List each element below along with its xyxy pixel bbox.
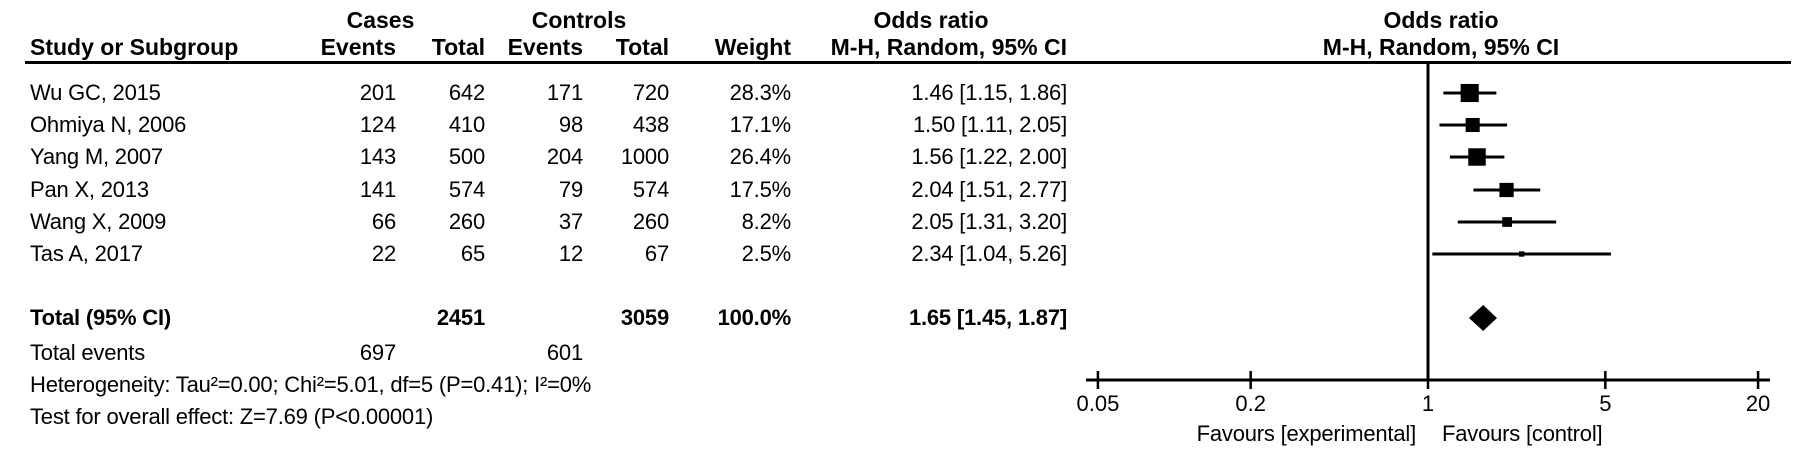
cases-events: 201	[359, 80, 396, 105]
weight: 28.3%	[729, 80, 792, 105]
study-name: Tas A, 2017	[30, 241, 143, 266]
cases-events: 22	[371, 241, 396, 266]
effect-square	[1518, 251, 1525, 257]
axis-tick-label: 1	[1421, 391, 1435, 416]
or-ci: 2.04 [1.51, 2.77]	[911, 177, 1067, 202]
total-cases-total: 2451	[436, 305, 485, 330]
col-header-or-ci: M-H, Random, 95% CI	[830, 34, 1067, 60]
controls-total: 1000	[620, 144, 669, 169]
controls-events: 12	[558, 241, 583, 266]
effect-square	[1468, 148, 1486, 166]
cases-events: 124	[359, 112, 396, 137]
total-events-controls: 601	[546, 340, 583, 365]
group-header-odds-ratio-plot: Odds ratio	[1383, 7, 1499, 33]
study-name: Wu GC, 2015	[30, 80, 161, 105]
or-ci: 1.46 [1.15, 1.86]	[911, 80, 1067, 105]
col-header-study: Study or Subgroup	[30, 34, 239, 60]
cases-total: 642	[448, 80, 485, 105]
controls-total: 720	[632, 80, 669, 105]
total-or-ci: 1.65 [1.45, 1.87]	[908, 305, 1067, 330]
group-header-controls: Controls	[531, 7, 627, 33]
cases-events: 66	[371, 209, 396, 234]
col-header-cases-total: Total	[431, 34, 485, 60]
or-ci: 2.34 [1.04, 5.26]	[911, 241, 1067, 266]
or-ci: 2.05 [1.31, 3.20]	[911, 209, 1067, 234]
study-name: Wang X, 2009	[30, 209, 167, 234]
controls-events: 37	[558, 209, 583, 234]
total-events-label: Total events	[30, 340, 146, 365]
weight: 26.4%	[729, 144, 792, 169]
effect-square	[1499, 182, 1514, 198]
study-name: Ohmiya N, 2006	[30, 112, 187, 137]
overall-effect-text: Test for overall effect: Z=7.69 (P<0.000…	[30, 404, 434, 429]
cases-events: 141	[359, 177, 396, 202]
study-row: Pan X, 2013 141 574 79 574 17.5% 2.04 [1.51, 2…	[0, 174, 1090, 206]
study-name: Yang M, 2007	[30, 144, 163, 169]
controls-total: 438	[632, 112, 669, 137]
study-row: Wu GC, 2015 201 642 171 720 28.3% 1.46 [1.15, …	[0, 77, 1090, 109]
weight: 2.5%	[741, 241, 792, 266]
cases-total: 65	[460, 241, 485, 266]
controls-events: 79	[558, 177, 583, 202]
total-events-cases: 697	[359, 340, 396, 365]
axis-tick-label: 5	[1599, 391, 1612, 416]
favours-control-label: Favours [control]	[1442, 421, 1603, 446]
group-header-odds-ratio-text: Odds ratio	[873, 7, 989, 33]
study-row: Wang X, 2009 66 260 37 260 8.2% 2.05 [1.31, 3.…	[0, 206, 1090, 238]
group-header-cases: Cases	[346, 7, 415, 33]
cases-total: 500	[448, 144, 485, 169]
or-ci: 1.50 [1.11, 2.05]	[913, 112, 1067, 137]
heterogeneity-text: Heterogeneity: Tau²=0.00; Chi²=5.01, df=…	[30, 372, 592, 397]
cases-total: 260	[448, 209, 485, 234]
weight: 8.2%	[741, 209, 792, 234]
study-row: Tas A, 2017 22 65 12 67 2.5% 2.34 [1.04, 5.26]	[0, 238, 1090, 270]
col-header-cases-events: Events	[320, 34, 396, 60]
controls-events: 171	[546, 80, 583, 105]
controls-events: 204	[546, 144, 583, 169]
col-header-or-ci-plot: M-H, Random, 95% CI	[1322, 34, 1560, 60]
effect-square	[1502, 217, 1512, 227]
axis-tick-label: 0.05	[1076, 391, 1120, 416]
col-header-controls-events: Events	[507, 34, 583, 60]
weight: 17.5%	[729, 177, 792, 202]
study-name: Pan X, 2013	[30, 177, 149, 202]
controls-total: 260	[632, 209, 669, 234]
total-row: Total (95% CI) 2451 3059 100.0% 1.65 [1.…	[0, 302, 1090, 334]
total-label: Total (95% CI)	[30, 305, 172, 330]
summary-diamond	[1468, 305, 1497, 331]
controls-events: 98	[558, 112, 583, 137]
favours-experimental-label: Favours [experimental]	[1196, 421, 1417, 446]
controls-total: 67	[644, 241, 669, 266]
cases-total: 574	[448, 177, 485, 202]
study-row: Ohmiya N, 2006 124 410 98 438 17.1% 1.50 [1.11…	[0, 109, 1090, 141]
total-events-row: Total events 697 601	[0, 337, 1090, 369]
weight: 17.1%	[729, 112, 792, 137]
study-row: Yang M, 2007 143 500 204 1000 26.4% 1.56 [1.22…	[0, 141, 1090, 173]
axis-tick-label: 0.2	[1235, 391, 1266, 416]
col-header-weight: Weight	[714, 34, 791, 60]
total-controls-total: 3059	[620, 305, 669, 330]
axis-tick-label: 20	[1745, 391, 1771, 416]
controls-total: 574	[632, 177, 669, 202]
cases-total: 410	[448, 112, 485, 137]
header-rule	[25, 61, 1791, 64]
cases-events: 143	[359, 144, 396, 169]
or-ci: 1.56 [1.22, 2.00]	[911, 144, 1067, 169]
total-weight: 100.0%	[717, 305, 792, 330]
effect-square	[1460, 83, 1479, 103]
effect-square	[1465, 117, 1480, 133]
col-header-controls-total: Total	[615, 34, 669, 60]
